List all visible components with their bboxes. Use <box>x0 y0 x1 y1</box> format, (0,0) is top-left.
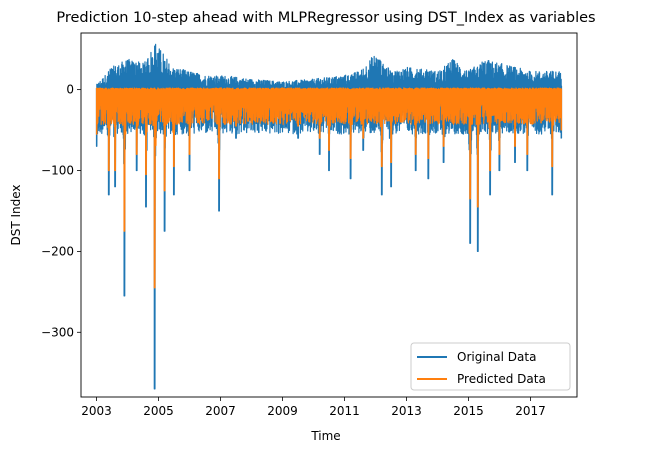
y-axis-label: DST Index <box>9 184 23 245</box>
y-tick-label: 0 <box>66 83 74 97</box>
chart-title: Prediction 10-step ahead with MLPRegress… <box>56 10 595 26</box>
y-tick-label: −300 <box>41 325 74 339</box>
x-axis: 2003 2005 2007 2009 2011 2013 2015 2017 <box>81 397 546 418</box>
plot-area <box>95 43 563 390</box>
legend-label-predicted: Predicted Data <box>457 372 546 386</box>
legend-label-original: Original Data <box>457 350 536 364</box>
x-tick-label: 2003 <box>81 404 112 418</box>
series-line-predicted <box>95 87 563 289</box>
x-tick-label: 2005 <box>143 404 174 418</box>
x-tick-label: 2009 <box>267 404 298 418</box>
x-axis-label: Time <box>310 429 340 443</box>
x-tick-label: 2011 <box>329 404 360 418</box>
x-tick-label: 2013 <box>391 404 422 418</box>
x-tick-label: 2007 <box>205 404 236 418</box>
axes-frame <box>80 32 578 398</box>
series-layer <box>95 43 563 390</box>
x-tick-label: 2017 <box>515 404 546 418</box>
y-tick-label: −200 <box>41 244 74 258</box>
y-axis: 0 −100 −200 −300 <box>41 83 81 339</box>
x-tick-label: 2015 <box>453 404 484 418</box>
legend-box <box>410 342 571 391</box>
y-tick-label: −100 <box>41 164 74 178</box>
legend: Original Data Predicted Data <box>410 342 571 391</box>
